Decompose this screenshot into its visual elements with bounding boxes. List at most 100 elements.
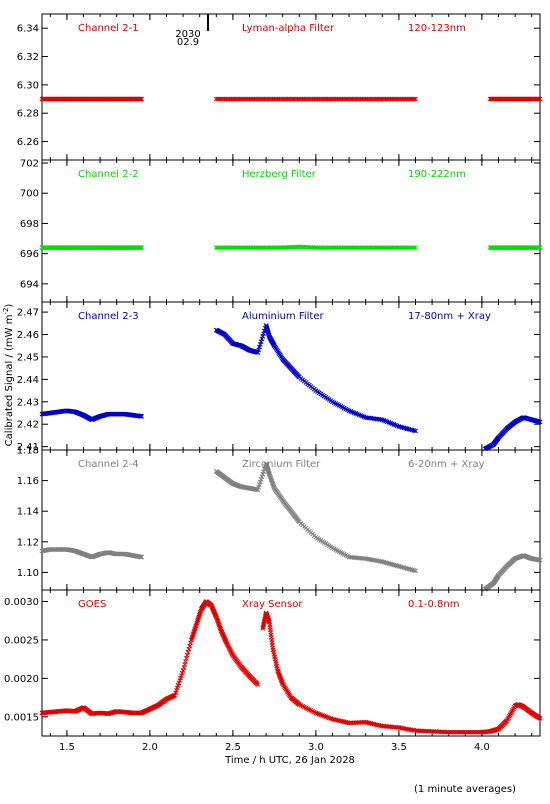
data-point: [279, 678, 285, 684]
panel-channel-2-2: 694 696 698 700 702 Channel 2-2 Herzberg Filte…: [20, 159, 543, 303]
y-tick-label: 1.12: [17, 537, 39, 548]
data-series: [487, 245, 543, 251]
data-point: [537, 715, 543, 721]
panel-label-1: Channel 2-4: [78, 459, 139, 470]
data-point: [268, 476, 274, 482]
data-point: [255, 682, 261, 687]
data-point: [217, 625, 223, 631]
y-tick-label: 2.41: [17, 442, 39, 453]
y-axis-label-main: Calibrated Signal / (mW m: [4, 315, 15, 447]
data-point: [260, 333, 266, 339]
panel-label-3: 6-20nm + Xray: [408, 459, 485, 470]
data-point: [537, 96, 543, 102]
y-tick-label: 2.46: [17, 330, 39, 341]
data-point: [411, 96, 417, 102]
data-point: [139, 96, 144, 102]
data-point: [537, 245, 543, 251]
data-point: [378, 417, 384, 422]
y-tick-label: 2.44: [17, 375, 39, 386]
data-point: [139, 245, 144, 251]
data-point: [277, 673, 283, 679]
data-series: [39, 408, 144, 423]
panel-frame: [41, 13, 541, 161]
data-point: [216, 622, 222, 628]
y-tick-label: 698: [20, 219, 39, 230]
data-series: [482, 553, 543, 592]
data-point: [271, 483, 276, 488]
y-axis-label: Calibrated Signal / (mW m-2): [2, 304, 15, 447]
panel-label-2: Lyman-alpha Filter: [242, 23, 335, 34]
data-point: [255, 350, 261, 355]
panel-goes: 0.0015 0.0020 0.0025 0.0030 GOES Xray Sensor 0…: [4, 589, 543, 737]
data-point: [411, 245, 417, 251]
data-point: [256, 347, 262, 353]
data-point: [279, 680, 285, 685]
y-tick-label: 694: [20, 279, 39, 290]
data-point: [218, 626, 224, 632]
data-point: [275, 669, 281, 675]
data-point: [535, 245, 541, 251]
data-point: [257, 344, 262, 350]
y-tick-label: 1.16: [17, 476, 39, 487]
panel-channel-2-1: 6.26 6.28 6.30 6.32 6.34 Channel 2-1 Lyman-alp…: [17, 13, 543, 161]
data-point: [268, 474, 273, 480]
data-point: [261, 331, 266, 337]
data-point: [270, 480, 275, 486]
data-point: [215, 618, 221, 624]
data-series: [39, 96, 144, 102]
y-tick-label: 2.43: [17, 397, 39, 408]
marker-text-line-1: 2030: [175, 29, 200, 40]
data-point: [537, 557, 543, 563]
panel-label-3: 190-222nm: [408, 169, 466, 180]
data-series: [213, 244, 418, 251]
panel-label-3: 0.1-0.8nm: [408, 599, 460, 610]
y-tick-label: 0.0020: [4, 674, 39, 685]
panel-frame: [41, 589, 541, 737]
y-tick-label: 702: [20, 159, 39, 170]
y-tick-label: 696: [20, 249, 39, 260]
marker-text-line-2: 02.9: [177, 37, 199, 48]
data-point: [267, 472, 272, 477]
data-point: [277, 674, 283, 680]
data-point: [276, 672, 282, 677]
data-point: [413, 428, 418, 434]
data-series: [39, 599, 261, 717]
panel-label-3: 17-80nm + Xray: [408, 311, 491, 322]
data-point: [278, 676, 284, 681]
data-series: [482, 415, 543, 452]
data-series: [213, 461, 418, 574]
data-point: [267, 473, 273, 479]
data-point: [213, 614, 219, 620]
y-tick-label: 1.10: [17, 568, 39, 579]
data-point: [276, 670, 282, 676]
data-point: [257, 341, 263, 347]
y-tick-label: 0.0025: [4, 635, 39, 646]
y-tick-label: 0.0015: [4, 712, 39, 723]
data-point: [537, 419, 543, 425]
data-point: [413, 96, 418, 102]
y-tick-label: 2.47: [17, 308, 39, 319]
x-tick-label: 2.5: [225, 742, 241, 753]
panel-frame: [41, 159, 541, 303]
data-series: [487, 96, 543, 102]
data-point: [536, 245, 542, 251]
panel-label-2: Aluminium Filter: [242, 311, 325, 322]
data-point: [138, 96, 144, 102]
panel-frame: [41, 301, 541, 451]
x-tick-label: 3.5: [391, 742, 407, 753]
data-point: [214, 615, 220, 621]
y-tick-label: 2.42: [17, 420, 39, 431]
data-point: [139, 554, 144, 560]
panel-channel-2-4: 1.10 1.12 1.14 1.16 1.18 Channel 2-4 Zirconium…: [17, 446, 543, 592]
panel-label-1: Channel 2-3: [78, 311, 139, 322]
data-series: [213, 323, 418, 434]
panel-frame: [41, 449, 541, 591]
data-point: [215, 620, 221, 625]
y-axis-label-superscript: -2: [2, 308, 10, 315]
y-tick-label: 6.32: [17, 52, 39, 63]
x-tick-label: 4.0: [474, 742, 490, 753]
data-point: [269, 478, 275, 484]
panel-label-1: GOES: [78, 599, 106, 610]
data-point: [535, 96, 541, 102]
